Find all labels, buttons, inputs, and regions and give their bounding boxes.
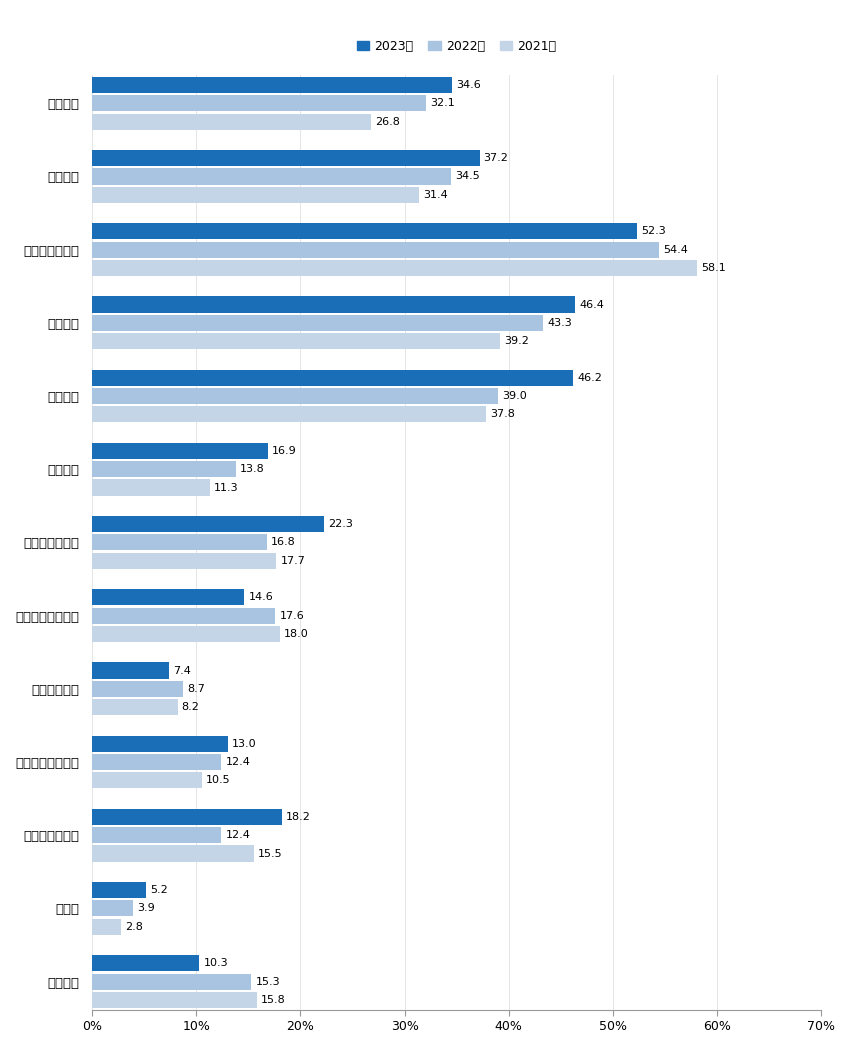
Bar <box>92 223 637 239</box>
Text: 34.6: 34.6 <box>456 80 481 90</box>
Text: 58.1: 58.1 <box>701 263 726 272</box>
Bar <box>92 150 479 167</box>
Text: 43.3: 43.3 <box>547 318 572 328</box>
Bar <box>92 772 201 788</box>
Bar <box>92 974 252 989</box>
Text: 7.4: 7.4 <box>173 665 191 676</box>
Text: 37.8: 37.8 <box>490 410 515 419</box>
Bar <box>92 534 267 550</box>
Text: 39.0: 39.0 <box>502 391 527 401</box>
Text: 18.0: 18.0 <box>284 629 309 639</box>
Text: 39.2: 39.2 <box>505 336 530 346</box>
Text: 14.6: 14.6 <box>248 592 273 603</box>
Text: 12.4: 12.4 <box>225 830 251 840</box>
Text: 54.4: 54.4 <box>663 244 688 255</box>
Bar <box>92 260 697 276</box>
Bar <box>92 480 210 496</box>
Text: 13.0: 13.0 <box>232 739 257 748</box>
Legend: 2023年, 2022年, 2021年: 2023年, 2022年, 2021年 <box>352 35 562 58</box>
Bar <box>92 681 183 697</box>
Bar <box>92 113 371 130</box>
Text: 17.6: 17.6 <box>280 611 304 620</box>
Text: 46.2: 46.2 <box>577 373 603 383</box>
Bar <box>92 991 257 1008</box>
Text: 26.8: 26.8 <box>376 116 400 127</box>
Bar <box>92 608 275 624</box>
Text: 12.4: 12.4 <box>225 757 251 767</box>
Text: 22.3: 22.3 <box>329 519 354 529</box>
Text: 15.3: 15.3 <box>256 977 280 986</box>
Bar <box>92 169 451 184</box>
Bar <box>92 626 280 642</box>
Bar <box>92 297 575 312</box>
Text: 10.5: 10.5 <box>206 776 230 785</box>
Text: 16.8: 16.8 <box>271 538 296 547</box>
Text: 52.3: 52.3 <box>641 226 666 237</box>
Text: 13.8: 13.8 <box>240 464 265 475</box>
Text: 3.9: 3.9 <box>137 903 155 914</box>
Bar <box>92 919 122 935</box>
Bar <box>92 900 133 917</box>
Text: 37.2: 37.2 <box>484 153 508 163</box>
Bar <box>92 314 543 331</box>
Bar <box>92 809 281 825</box>
Bar <box>92 754 221 770</box>
Bar <box>92 333 501 349</box>
Bar <box>92 443 268 459</box>
Bar <box>92 662 169 679</box>
Text: 8.2: 8.2 <box>182 702 200 713</box>
Bar <box>92 388 498 405</box>
Text: 8.7: 8.7 <box>187 684 205 694</box>
Text: 16.9: 16.9 <box>272 446 297 456</box>
Text: 15.8: 15.8 <box>261 995 286 1005</box>
Text: 2.8: 2.8 <box>126 922 144 932</box>
Text: 11.3: 11.3 <box>214 482 239 493</box>
Bar <box>92 187 419 203</box>
Bar <box>92 736 228 751</box>
Bar <box>92 846 253 861</box>
Text: 15.5: 15.5 <box>258 849 282 858</box>
Bar <box>92 77 452 93</box>
Text: 34.5: 34.5 <box>456 172 480 181</box>
Bar <box>92 242 659 258</box>
Bar <box>92 552 276 569</box>
Bar <box>92 95 427 111</box>
Bar <box>92 827 221 844</box>
Text: 32.1: 32.1 <box>431 99 456 108</box>
Bar <box>92 882 146 898</box>
Bar <box>92 461 235 477</box>
Text: 17.7: 17.7 <box>280 555 305 566</box>
Text: 10.3: 10.3 <box>204 958 228 968</box>
Text: 18.2: 18.2 <box>286 812 311 822</box>
Text: 46.4: 46.4 <box>580 300 604 309</box>
Bar <box>92 370 573 386</box>
Bar <box>92 699 178 715</box>
Bar <box>92 407 485 422</box>
Bar <box>92 956 200 971</box>
Text: 31.4: 31.4 <box>423 190 448 200</box>
Bar <box>92 589 244 606</box>
Text: 5.2: 5.2 <box>150 886 168 895</box>
Bar <box>92 516 325 532</box>
